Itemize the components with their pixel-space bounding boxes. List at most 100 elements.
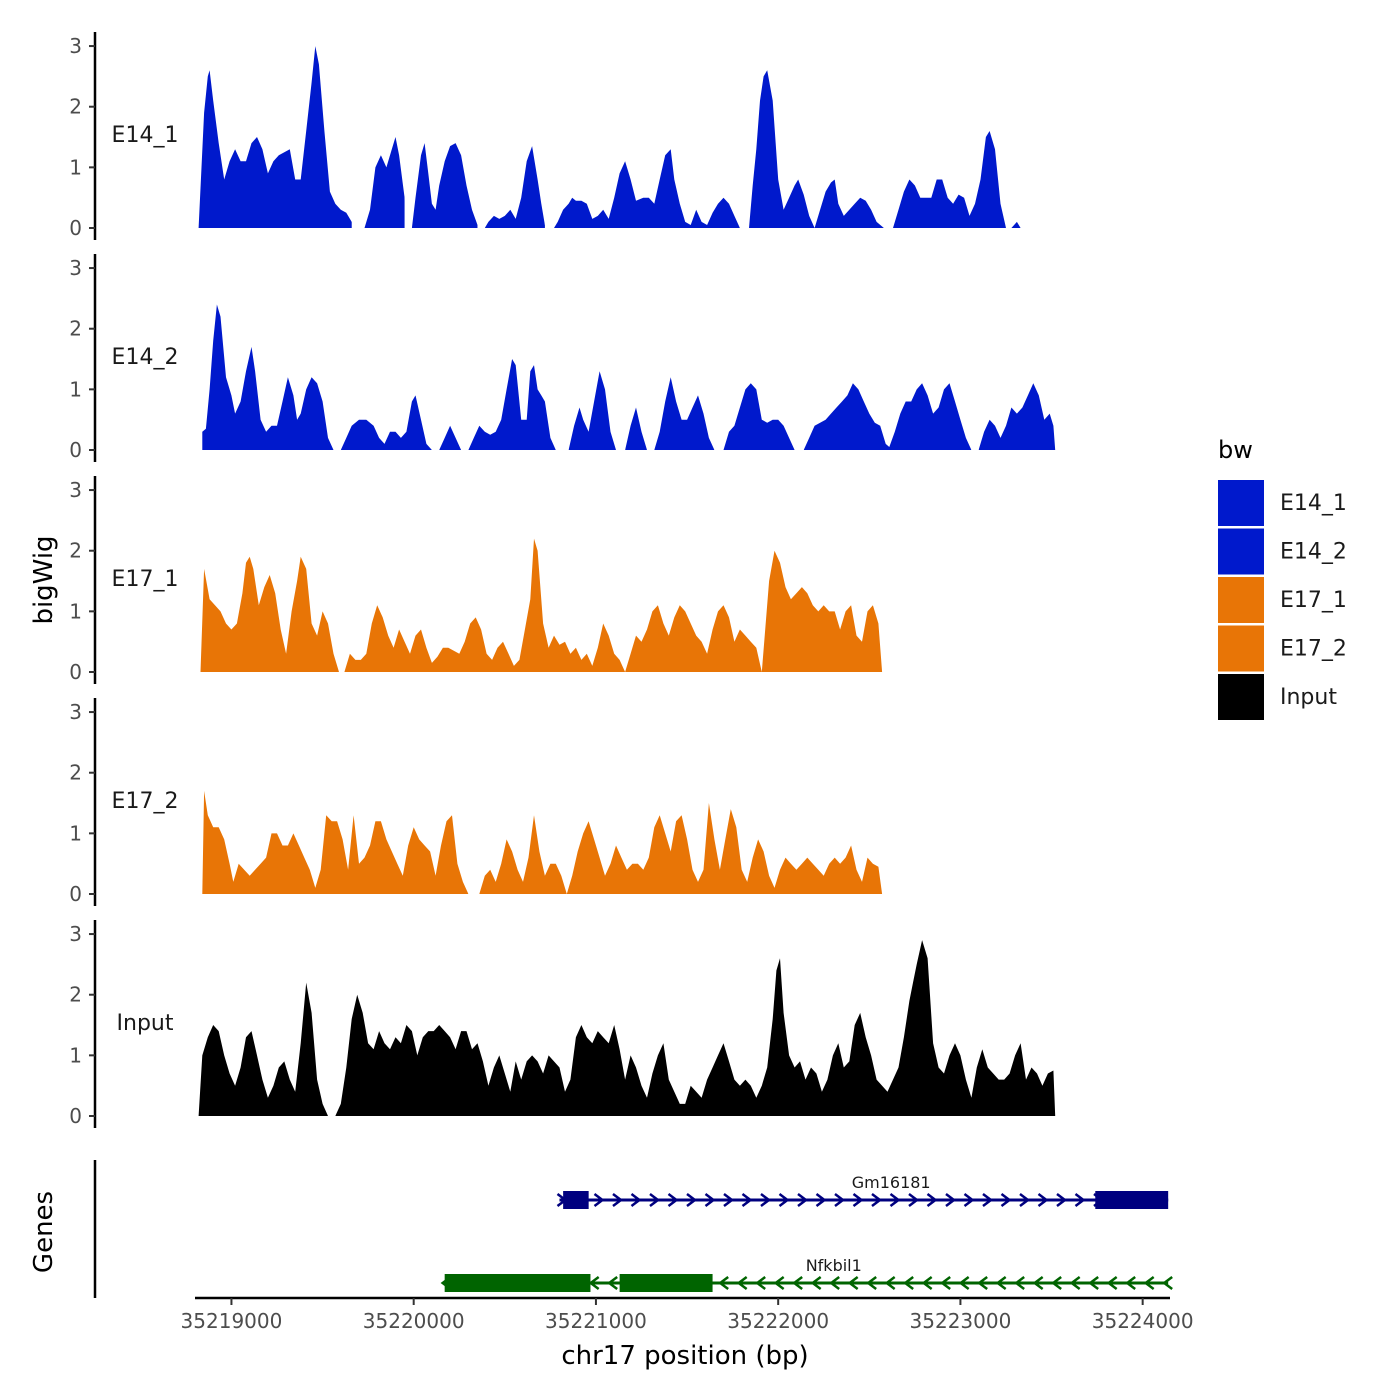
- coverage-gap: [615, 254, 626, 451]
- coverage-gap: [1005, 32, 1012, 229]
- strand-chevron: [1056, 1193, 1068, 1207]
- legend-label-E14_1: E14_1: [1280, 491, 1347, 516]
- x-tick-label: 35222000: [727, 1309, 829, 1333]
- strand-chevron: [797, 1193, 809, 1207]
- coverage-area-E17_1: [200, 538, 883, 672]
- strand-chevron: [945, 1193, 957, 1207]
- strand-chevron: [630, 1193, 642, 1207]
- strand-chevron: [871, 1193, 883, 1207]
- strand-chevron: [982, 1193, 994, 1207]
- legend-swatch-E17_2: [1218, 625, 1264, 672]
- legend-swatch-E14_1: [1218, 480, 1264, 526]
- coverage-area-E17_2: [202, 790, 883, 894]
- strand-chevron: [995, 1276, 1007, 1290]
- x-tick-label: 35221000: [545, 1309, 647, 1333]
- gene-label: Gm16181: [852, 1173, 931, 1192]
- strand-chevron: [884, 1276, 896, 1290]
- coverage-gap: [431, 254, 440, 451]
- strand-chevron: [1074, 1193, 1086, 1207]
- strand-chevron: [866, 1276, 877, 1290]
- strand-chevron: [963, 1193, 975, 1207]
- panel-label-E14_2: E14_2: [112, 345, 179, 370]
- gene-exon: [1095, 1191, 1169, 1209]
- y-tick-label: 3: [69, 700, 82, 724]
- x-tick-label: 35223000: [910, 1309, 1012, 1333]
- strand-chevron: [1143, 1276, 1155, 1290]
- strand-chevron: [1162, 1276, 1173, 1290]
- legend-label-Input: Input: [1280, 685, 1337, 710]
- strand-chevron: [1014, 1276, 1025, 1290]
- panel-label-E17_2: E17_2: [112, 789, 179, 814]
- panel-label-E14_1: E14_1: [112, 123, 179, 148]
- strand-chevron: [667, 1193, 679, 1207]
- coverage-gap: [646, 254, 655, 451]
- coverage-gap: [338, 476, 345, 673]
- panel-E17_1: 0 1 2 3 E17_1: [69, 476, 883, 684]
- legend-swatch-E14_2: [1218, 528, 1264, 575]
- strand-chevron: [847, 1276, 859, 1290]
- coverage-gap: [883, 32, 893, 229]
- gene-track: Gm16181 Nfkbil1: [93, 1160, 1173, 1298]
- strand-chevron: [723, 1193, 735, 1207]
- y-tick-label: 1: [69, 599, 82, 623]
- strand-chevron: [926, 1193, 938, 1207]
- legend-swatch-Input: [1218, 674, 1264, 720]
- strand-chevron: [1106, 1276, 1118, 1290]
- x-axis-title: chr17 position (bp): [561, 1341, 808, 1371]
- strand-chevron: [792, 1276, 803, 1290]
- strand-chevron: [810, 1276, 822, 1290]
- strand-chevron: [1019, 1193, 1031, 1207]
- panel-label-E17_1: E17_1: [112, 567, 179, 592]
- genes-axis-title: Genes: [29, 1191, 59, 1273]
- y-tick-label: 2: [69, 983, 82, 1007]
- gene-exon: [619, 1274, 713, 1292]
- strand-chevron: [593, 1193, 605, 1207]
- strand-chevron: [1051, 1276, 1062, 1290]
- legend-label-E17_2: E17_2: [1280, 637, 1347, 662]
- legend-swatch-E17_1: [1218, 577, 1264, 623]
- strand-chevron: [815, 1193, 827, 1207]
- gene-exon: [444, 1274, 591, 1292]
- y-tick-label: 1: [69, 377, 82, 401]
- coverage-gap: [333, 254, 341, 451]
- y-tick-label: 3: [69, 478, 82, 502]
- legend-title: bw: [1218, 436, 1253, 464]
- y-tick-label: 0: [69, 882, 82, 906]
- y-tick-label: 2: [69, 761, 82, 785]
- x-tick-label: 35220000: [363, 1309, 465, 1333]
- strand-chevron: [1125, 1276, 1136, 1290]
- gene-label: Nfkbil1: [806, 1256, 862, 1275]
- coverage-gap: [794, 254, 804, 451]
- strand-chevron: [612, 1193, 624, 1207]
- x-axis: 35219000 35220000 35221000 35222000 35223000…: [181, 1296, 1194, 1333]
- strand-chevron: [940, 1276, 951, 1290]
- gene-Gm16181: Gm16181: [556, 1173, 1169, 1209]
- gene-exon: [563, 1191, 589, 1209]
- y-tick-label: 2: [69, 95, 82, 119]
- strand-chevron: [1088, 1276, 1099, 1290]
- strand-chevron: [773, 1276, 785, 1290]
- strand-chevron: [903, 1276, 914, 1290]
- coverage-area-Input: [198, 940, 1056, 1116]
- panel-E14_1: 0 1 2 3 E14_1: [69, 32, 1021, 240]
- y-tick-label: 1: [69, 821, 82, 845]
- strand-chevron: [755, 1276, 766, 1290]
- coverage-panels: 0 1 2 3 E14_1 0 1 2 3 E14_2 0 1 2 3 E17_1 0 1 2 3 E17_2 0 1 2 3…: [69, 32, 1056, 1128]
- coverage-gap: [477, 32, 485, 229]
- y-tick-label: 1: [69, 1043, 82, 1067]
- strand-chevron: [607, 1276, 618, 1290]
- y-tick-label: 0: [69, 660, 82, 684]
- coverage-gap: [351, 32, 365, 229]
- panel-label-Input: Input: [117, 1011, 174, 1036]
- y-tick-label: 0: [69, 438, 82, 462]
- strand-chevron: [1037, 1193, 1049, 1207]
- strand-chevron: [736, 1276, 748, 1290]
- panel-E17_2: 0 1 2 3 E17_2: [69, 698, 883, 906]
- y-tick-label: 0: [69, 216, 82, 240]
- legend-label-E17_1: E17_1: [1280, 588, 1347, 613]
- strand-chevron: [958, 1276, 970, 1290]
- coverage-gap: [544, 32, 555, 229]
- strand-chevron: [778, 1193, 790, 1207]
- strand-chevron: [1000, 1193, 1012, 1207]
- strand-chevron: [741, 1193, 753, 1207]
